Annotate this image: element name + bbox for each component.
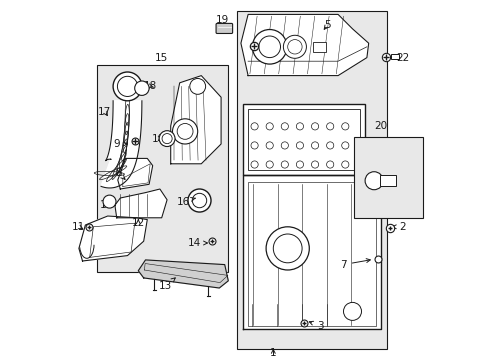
Text: 8: 8 bbox=[115, 168, 125, 179]
Circle shape bbox=[187, 189, 211, 212]
Circle shape bbox=[189, 78, 205, 94]
Text: 22: 22 bbox=[390, 53, 408, 63]
Polygon shape bbox=[242, 175, 381, 329]
Polygon shape bbox=[138, 260, 228, 288]
Text: 9: 9 bbox=[113, 139, 127, 149]
Circle shape bbox=[265, 227, 309, 270]
Polygon shape bbox=[115, 189, 167, 218]
Circle shape bbox=[162, 134, 172, 144]
Polygon shape bbox=[118, 158, 152, 189]
Text: 19: 19 bbox=[216, 15, 229, 28]
Bar bbox=[247, 109, 359, 170]
Text: 12: 12 bbox=[131, 218, 144, 228]
Bar bbox=[237, 11, 386, 349]
Text: 1: 1 bbox=[269, 348, 276, 358]
Circle shape bbox=[177, 123, 193, 139]
Polygon shape bbox=[101, 101, 142, 188]
Polygon shape bbox=[241, 14, 368, 76]
Circle shape bbox=[287, 40, 302, 54]
Text: 18: 18 bbox=[151, 134, 164, 144]
Bar bbox=[97, 65, 228, 272]
Text: 11: 11 bbox=[72, 222, 85, 232]
Circle shape bbox=[252, 30, 286, 64]
Circle shape bbox=[103, 195, 116, 208]
Text: 2: 2 bbox=[391, 222, 406, 232]
Circle shape bbox=[159, 131, 175, 147]
Text: 13: 13 bbox=[158, 278, 175, 291]
Text: 14: 14 bbox=[187, 238, 207, 248]
Circle shape bbox=[172, 119, 197, 144]
Bar bbox=[390, 54, 399, 59]
Bar bbox=[379, 175, 395, 186]
Text: 5: 5 bbox=[324, 20, 330, 30]
Text: 6: 6 bbox=[277, 148, 283, 162]
Circle shape bbox=[343, 302, 361, 320]
Polygon shape bbox=[170, 76, 221, 164]
Circle shape bbox=[273, 234, 302, 263]
Text: 10: 10 bbox=[99, 200, 115, 210]
Text: 3: 3 bbox=[309, 321, 323, 331]
Circle shape bbox=[134, 81, 149, 95]
Circle shape bbox=[113, 72, 142, 101]
Text: 4: 4 bbox=[255, 42, 262, 52]
Bar bbox=[354, 137, 422, 218]
FancyBboxPatch shape bbox=[216, 23, 232, 33]
Bar bbox=[312, 42, 325, 52]
Polygon shape bbox=[79, 216, 147, 261]
Circle shape bbox=[365, 172, 382, 190]
Bar bbox=[242, 104, 365, 175]
Text: 16: 16 bbox=[176, 197, 195, 207]
Circle shape bbox=[258, 36, 280, 58]
Text: 18: 18 bbox=[144, 81, 157, 91]
Text: 17: 17 bbox=[98, 107, 111, 117]
Circle shape bbox=[117, 76, 137, 96]
Bar bbox=[247, 182, 375, 326]
Circle shape bbox=[283, 35, 306, 58]
Text: 7: 7 bbox=[340, 258, 369, 270]
Circle shape bbox=[192, 193, 206, 208]
Text: 21: 21 bbox=[365, 155, 378, 168]
Text: 20: 20 bbox=[374, 121, 387, 131]
Text: 15: 15 bbox=[155, 53, 168, 63]
